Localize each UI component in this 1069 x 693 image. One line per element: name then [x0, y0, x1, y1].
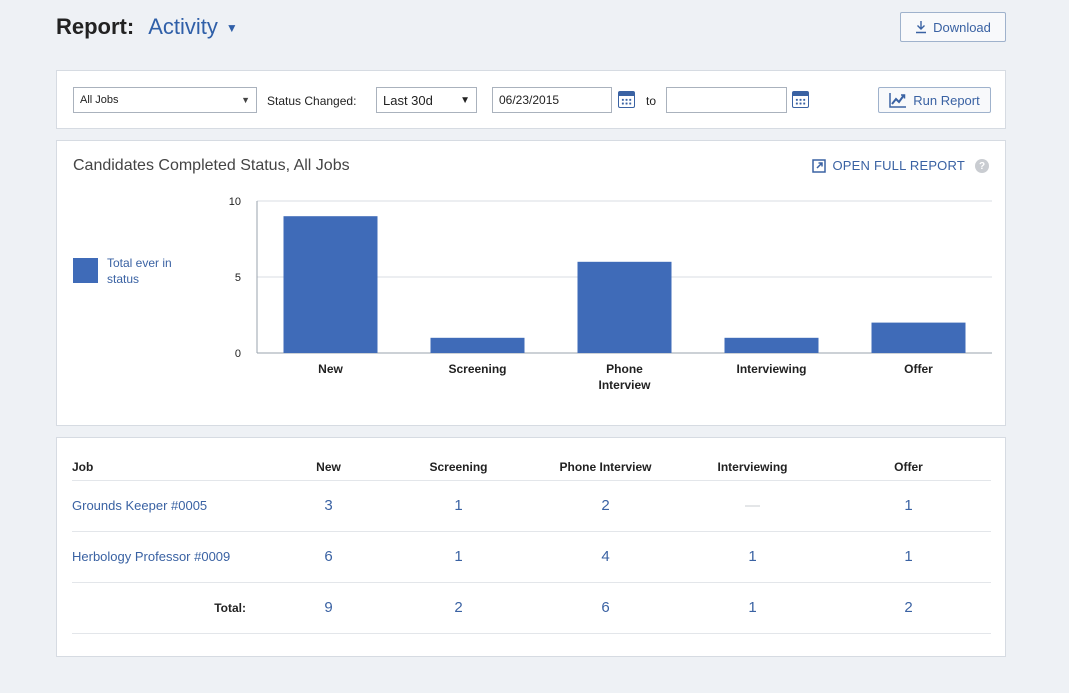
external-link-icon — [812, 158, 827, 173]
col-header-job: Job — [72, 455, 272, 481]
cell-phone-interview[interactable]: 4 — [532, 531, 679, 583]
report-header: Report: Activity ▼ — [56, 12, 238, 42]
cell-interviewing: — — [679, 480, 826, 532]
open-full-report-label: OPEN FULL REPORT — [832, 158, 965, 173]
job-link[interactable]: Grounds Keeper #0005 — [72, 480, 272, 532]
total-new[interactable]: 9 — [272, 582, 385, 634]
report-type-dropdown[interactable]: Activity — [148, 14, 218, 39]
jobs-select[interactable]: All Jobs ▼ — [73, 87, 257, 113]
cell-new[interactable]: 3 — [272, 480, 385, 532]
table-panel: Job New Screening Phone Interview Interv… — [56, 437, 1006, 657]
chart-panel: Candidates Completed Status, All Jobs OP… — [56, 140, 1006, 426]
cell-offer[interactable]: 1 — [826, 480, 991, 532]
x-tick-label: Screening — [448, 362, 506, 376]
run-report-label: Run Report — [913, 92, 980, 108]
download-label: Download — [933, 19, 991, 35]
chart-title: Candidates Completed Status, All Jobs — [73, 157, 350, 174]
cell-screening[interactable]: 1 — [385, 480, 532, 532]
from-date-input[interactable] — [492, 87, 612, 113]
y-tick-label: 5 — [235, 272, 241, 284]
select-arrow-icon: ▼ — [241, 95, 250, 105]
cell-interviewing[interactable]: 1 — [679, 531, 826, 583]
col-header-screening: Screening — [385, 455, 532, 481]
bar-offer — [871, 322, 966, 353]
x-tick-label: Interview — [598, 378, 651, 392]
cell-new[interactable]: 6 — [272, 531, 385, 583]
total-screening[interactable]: 2 — [385, 582, 532, 634]
jobs-select-value: All Jobs — [80, 94, 119, 106]
help-icon[interactable]: ? — [975, 159, 989, 173]
cell-offer[interactable]: 1 — [826, 531, 991, 583]
run-report-button[interactable]: Run Report — [878, 87, 991, 113]
status-changed-label: Status Changed: — [267, 94, 357, 108]
calendar-icon[interactable] — [618, 91, 635, 108]
cell-screening[interactable]: 1 — [385, 531, 532, 583]
legend-swatch — [73, 258, 98, 283]
col-header-phone-interview: Phone Interview — [532, 455, 679, 481]
bar-new — [283, 216, 378, 353]
calendar-icon[interactable] — [792, 91, 809, 108]
bar-interviewing — [724, 337, 819, 353]
col-header-interviewing: Interviewing — [679, 455, 826, 481]
filter-panel: All Jobs ▼ Status Changed: Last 30d ▼ to… — [56, 70, 1006, 129]
to-label: to — [646, 94, 657, 108]
open-full-report-link[interactable]: OPEN FULL REPORT — [812, 158, 965, 173]
download-button[interactable]: Download — [900, 12, 1006, 42]
x-tick-label: Offer — [904, 362, 933, 376]
select-arrow-icon: ▼ — [460, 94, 470, 106]
bar-chart: 0 5 10 New Screening Phone Interview Interviewi… — [229, 196, 992, 392]
y-tick-label: 0 — [235, 348, 241, 360]
job-link[interactable]: Herbology Professor #0009 — [72, 531, 272, 583]
to-date-input[interactable] — [666, 87, 787, 113]
x-tick-label: New — [318, 362, 343, 376]
totals-row: Total: 9 2 6 1 2 — [72, 582, 991, 634]
range-select[interactable]: Last 30d ▼ — [376, 87, 477, 113]
table-row: Herbology Professor #0009 6 1 4 1 1 — [72, 531, 991, 583]
y-tick-label: 10 — [229, 196, 241, 208]
legend-label: Total ever in status — [107, 256, 172, 286]
table-row: Grounds Keeper #0005 3 1 2 — 1 — [72, 480, 991, 532]
cell-phone-interview[interactable]: 2 — [532, 480, 679, 532]
total-label: Total: — [72, 582, 272, 634]
total-phone-interview[interactable]: 6 — [532, 582, 679, 634]
x-tick-label: Phone — [606, 362, 643, 376]
col-header-offer: Offer — [826, 455, 991, 481]
table-header-row: Job New Screening Phone Interview Interv… — [72, 455, 991, 481]
jobs-table: Job New Screening Phone Interview Interv… — [72, 455, 991, 634]
bar-phone-interview — [577, 261, 672, 353]
download-icon — [916, 21, 927, 34]
total-interviewing[interactable]: 1 — [679, 582, 826, 634]
caret-down-icon[interactable]: ▼ — [225, 21, 238, 35]
report-label: Report: — [56, 14, 135, 39]
bar-screening — [430, 337, 525, 353]
range-select-value: Last 30d — [383, 92, 433, 108]
chart-trend-icon — [889, 93, 907, 108]
total-offer[interactable]: 2 — [826, 582, 991, 634]
x-tick-label: Interviewing — [736, 362, 806, 376]
col-header-new: New — [272, 455, 385, 481]
